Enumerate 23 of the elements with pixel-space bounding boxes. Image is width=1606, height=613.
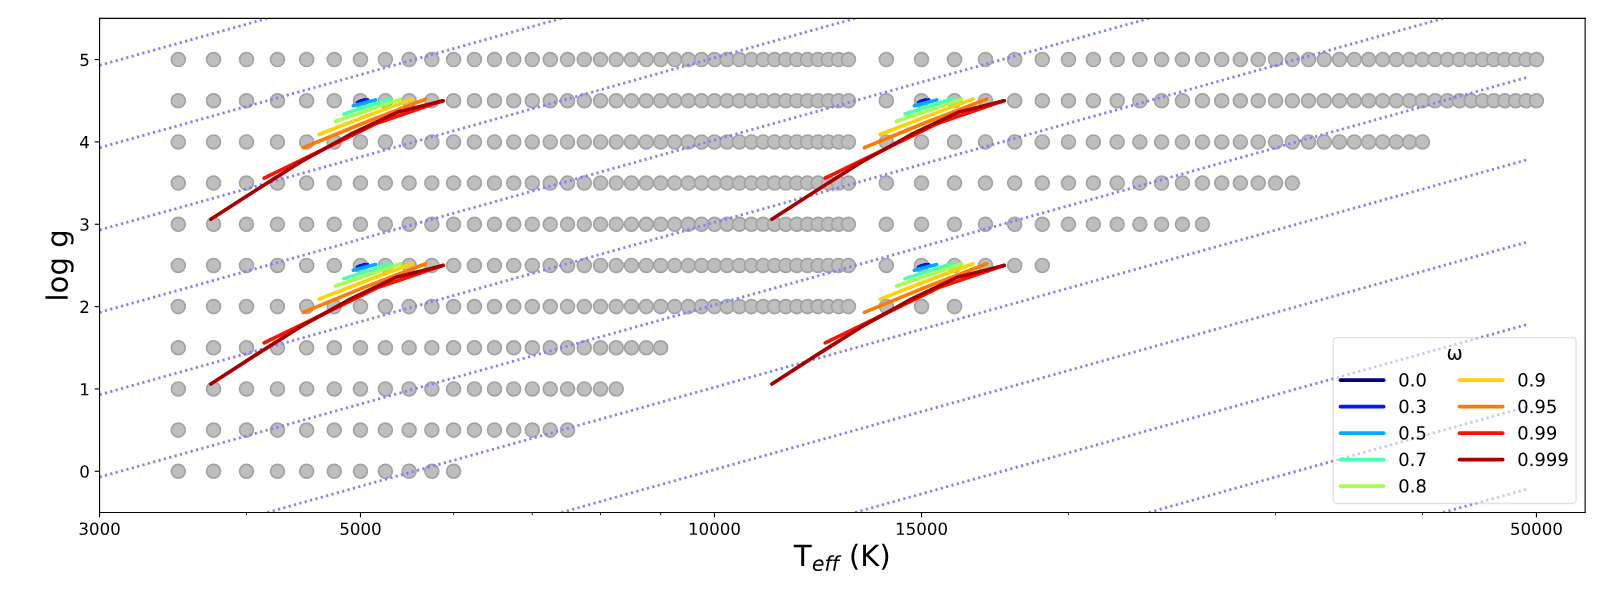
x-tick-label: 50000 [1511,522,1562,536]
legend-label: 0.0 [1399,373,1426,387]
y-tick-label: 5 [80,53,89,67]
legend-label: 0.99 [1518,426,1557,440]
legend-label: 0.999 [1518,452,1568,467]
legend-label: 0.7 [1399,452,1426,467]
legend-label: 0.3 [1399,399,1426,414]
y-tick-label: 2 [80,300,89,313]
x-tick-label: 5000 [340,522,381,536]
y-tick-label: 1 [81,383,89,396]
y-tick-label: 4 [80,136,89,149]
x-tick-label: 10000 [689,522,740,536]
legend-label: 0.9 [1518,373,1545,387]
y-tick-label: 3 [80,218,89,231]
legend-title: ω [1447,349,1462,360]
x-axis-title: T$_{eff}$ (K) [793,543,889,572]
legend-label: 0.5 [1399,426,1426,440]
legend-label: 0.8 [1399,479,1426,493]
x-tick-label: 15000 [896,522,947,536]
x-tick-label: 3000 [79,522,120,536]
y-axis-title: log g [45,231,74,299]
legend-label: 0.95 [1518,399,1556,414]
y-tick-label: 0 [80,465,89,478]
